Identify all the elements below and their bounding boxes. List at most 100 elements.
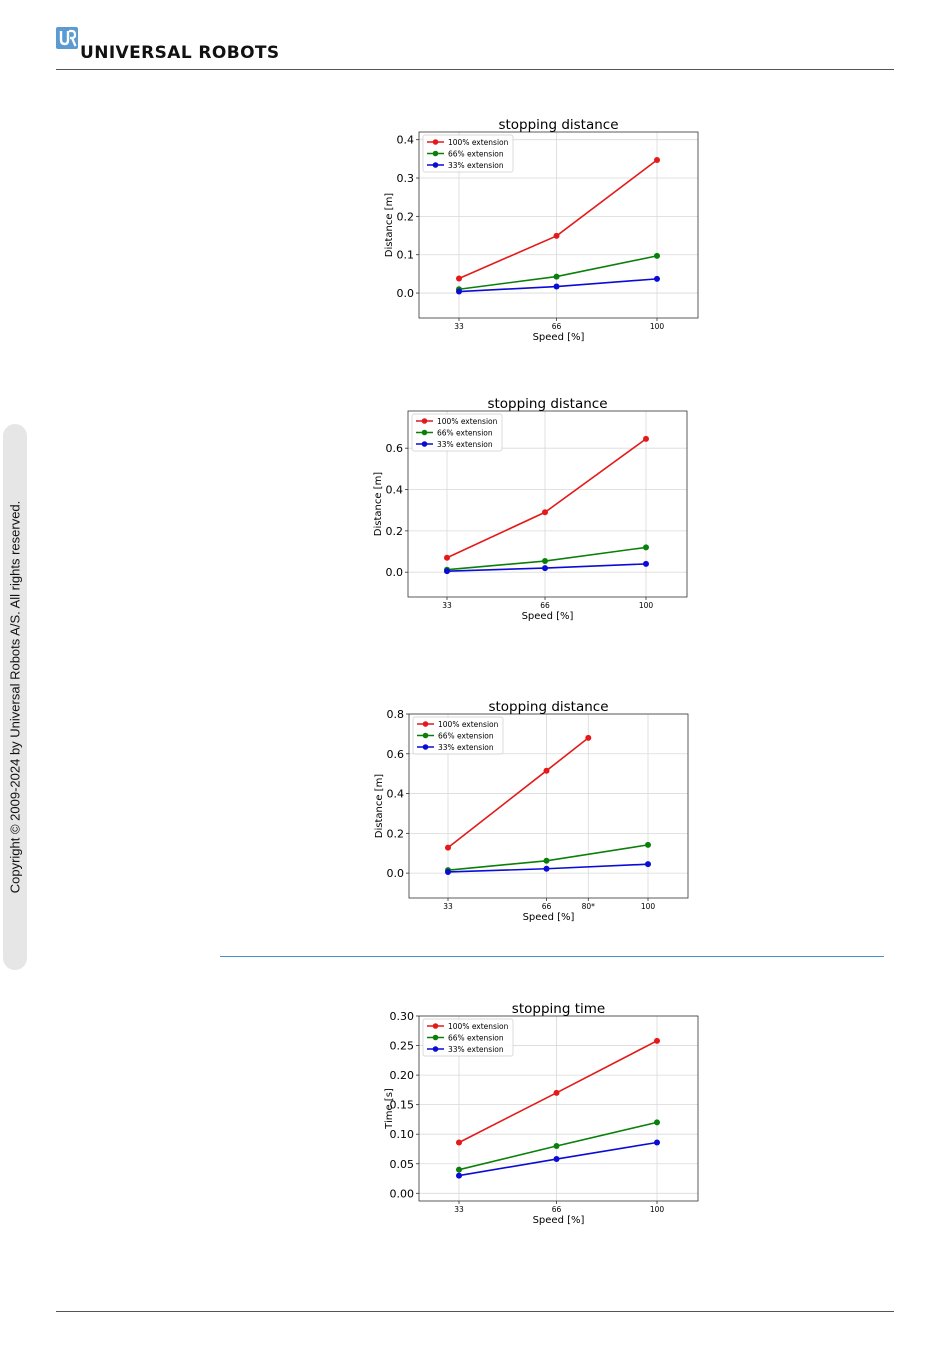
legend-label: 100% extension [437, 417, 498, 426]
x-tick-label: 100 [650, 322, 665, 331]
chart-title: stopping distance [487, 396, 607, 412]
ur-logo-icon [56, 27, 78, 49]
section-divider [220, 956, 884, 957]
data-point [444, 568, 450, 575]
y-tick-label: 0.20 [390, 1069, 415, 1082]
x-tick-label: 66 [552, 1205, 562, 1214]
y-tick-label: 0.8 [387, 708, 405, 721]
y-tick-label: 0.15 [390, 1099, 415, 1112]
x-tick-label: 33 [443, 902, 453, 911]
y-tick-label: 0.3 [397, 172, 415, 185]
legend-box [422, 134, 514, 173]
legend-swatch-marker [421, 441, 428, 447]
y-tick-label: 0.0 [387, 867, 405, 880]
plot-frame [407, 410, 688, 598]
x-tick-label: 80* [582, 902, 596, 911]
legend-label: 33% extension [448, 1045, 504, 1054]
x-axis-label: Speed [%] [533, 332, 585, 343]
y-tick-label: 0.1 [397, 249, 415, 262]
header-divider [56, 69, 894, 70]
x-tick-label: 33 [454, 1205, 464, 1214]
data-point [643, 435, 649, 442]
legend-swatch-marker [421, 418, 428, 424]
y-tick-label: 0.6 [387, 748, 405, 761]
x-tick-label: 100 [639, 601, 654, 610]
data-point [643, 560, 649, 567]
plot-frame [408, 713, 689, 899]
data-point [654, 1037, 660, 1044]
data-point [553, 1089, 560, 1096]
legend-swatch-marker [432, 1034, 439, 1041]
legend-label: 100% extension [448, 138, 509, 147]
data-point [585, 734, 592, 741]
legend-label: 66% extension [438, 731, 494, 740]
data-point [643, 544, 649, 551]
legend-label: 66% extension [448, 1033, 504, 1042]
chart-title: stopping distance [498, 117, 618, 133]
x-tick-label: 66 [552, 322, 562, 331]
y-tick-label: 0.2 [386, 525, 404, 538]
x-axis-label: Speed [%] [522, 611, 574, 622]
legend-swatch-marker [422, 744, 429, 750]
data-point [445, 868, 451, 875]
data-point [456, 275, 462, 282]
x-tick-label: 66 [542, 902, 552, 911]
legend-box [422, 1018, 514, 1057]
legend-swatch-marker [432, 1023, 439, 1029]
footer-divider [56, 1311, 894, 1312]
y-tick-label: 0.25 [390, 1040, 415, 1053]
y-tick-label: 0.4 [397, 134, 415, 147]
data-point [553, 283, 560, 290]
data-point [456, 1172, 462, 1179]
data-point [553, 1143, 560, 1150]
legend-label: 100% extension [448, 1022, 509, 1031]
data-point [654, 252, 660, 259]
data-point [654, 156, 660, 163]
legend-swatch-marker [421, 429, 428, 436]
legend-swatch-marker [432, 162, 439, 168]
data-point [543, 767, 550, 774]
plot-frame [418, 131, 699, 319]
x-tick-label: 33 [454, 322, 464, 331]
data-point [542, 509, 549, 516]
copyright-tab [3, 424, 27, 970]
brand-name: UNIVERSAL ROBOTS [80, 43, 280, 63]
data-point [654, 1139, 660, 1146]
legend-swatch-marker [432, 1046, 439, 1052]
y-tick-label: 0.4 [386, 484, 404, 497]
chart-title: stopping time [512, 1001, 605, 1017]
x-axis-label: Speed [%] [533, 1215, 585, 1226]
legend-swatch-marker [432, 139, 439, 145]
data-point [444, 554, 450, 561]
legend-swatch-marker [422, 732, 429, 739]
data-point [543, 865, 550, 872]
data-point [553, 232, 560, 239]
y-tick-label: 0.2 [397, 210, 415, 223]
x-tick-label: 100 [641, 902, 656, 911]
data-point [456, 1139, 462, 1146]
data-point [542, 565, 549, 572]
x-tick-label: 100 [650, 1205, 665, 1214]
y-axis-label: Distance [m] [373, 472, 384, 537]
data-point [645, 841, 651, 848]
y-tick-label: 0.00 [390, 1187, 415, 1200]
legend-label: 100% extension [438, 720, 499, 729]
data-point [553, 1156, 560, 1163]
x-tick-label: 33 [442, 601, 452, 610]
legend-label: 33% extension [448, 161, 504, 170]
legend-label: 66% extension [448, 149, 504, 158]
plot-frame [418, 1015, 699, 1202]
data-point [654, 1119, 660, 1126]
y-axis-label: Distance [m] [384, 193, 395, 258]
legend-label: 66% extension [437, 428, 493, 437]
x-axis-label: Speed [%] [523, 912, 575, 923]
data-point [645, 861, 651, 868]
y-tick-label: 0.0 [386, 566, 404, 579]
data-point [456, 1166, 462, 1173]
legend-label: 33% extension [437, 440, 493, 449]
legend-box [411, 413, 503, 452]
